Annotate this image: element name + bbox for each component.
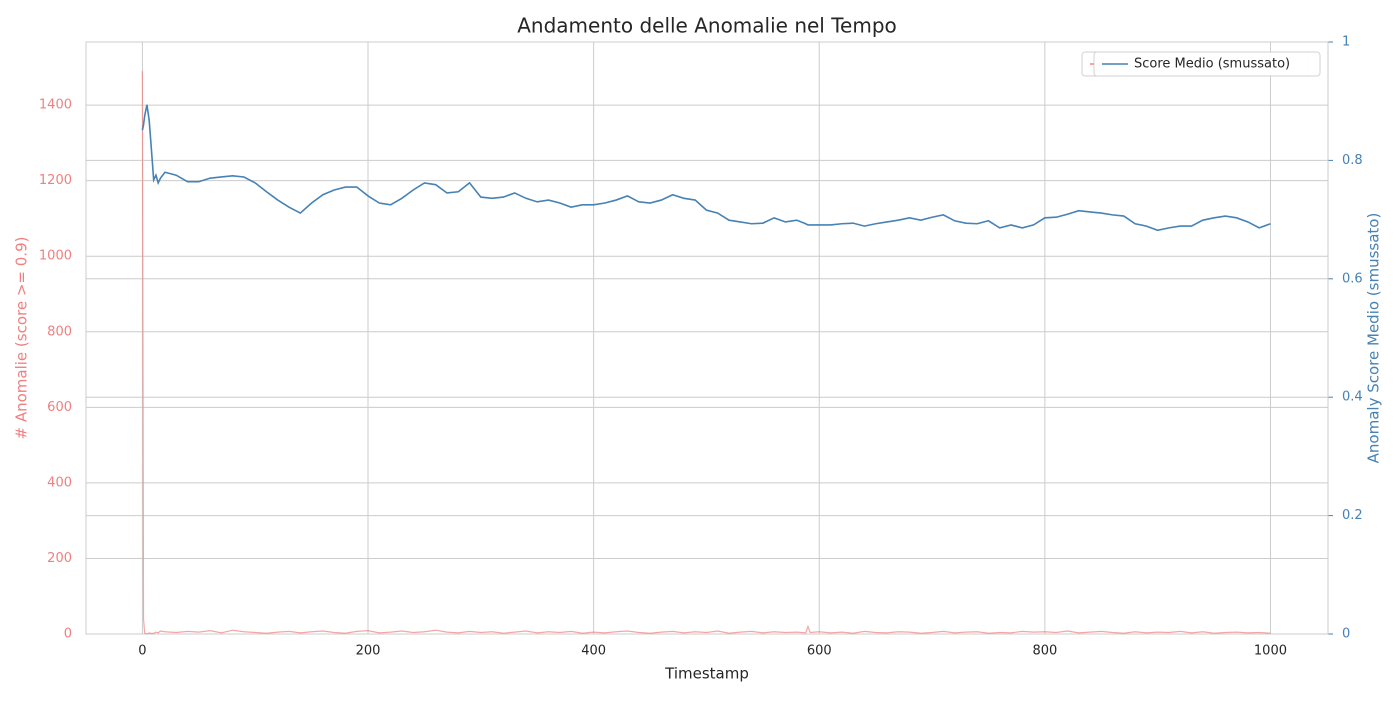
y2-tick-label: 0.8 [1342, 153, 1363, 168]
x-tick-label: 800 [1032, 644, 1057, 659]
y-axis-label: # Anomalie (score >= 0.9) [13, 237, 31, 440]
y2-axis-label: Anomaly Score Medio (smussato) [1365, 213, 1383, 464]
y-tick-label: 1000 [39, 249, 72, 264]
y2-tick-label: 0.6 [1342, 271, 1363, 286]
series-line [141, 104, 1271, 232]
legend-box [1093, 51, 1321, 77]
legend-label: Score Medio (smussato) [1134, 57, 1290, 72]
y2-tick-label: 0.4 [1342, 390, 1363, 405]
x-axis-label: Timestamp [664, 665, 749, 683]
y2-tick-label: 1 [1342, 35, 1350, 50]
x-tick-label: 0 [138, 644, 146, 659]
y-tick-label: 1200 [39, 173, 72, 188]
x-tick-label: 200 [356, 644, 381, 659]
x-tick-label: 400 [581, 644, 606, 659]
y-tick-label: 800 [47, 324, 72, 339]
y2-tick-label: 0.2 [1342, 508, 1363, 523]
chart-title: Andamento delle Anomalie nel Tempo [517, 14, 897, 38]
series-line [141, 71, 1271, 635]
y-tick-label: 0 [64, 627, 72, 642]
x-tick-label: 1000 [1254, 644, 1287, 659]
y2-tick-label: 0 [1342, 627, 1350, 642]
y-tick-label: 600 [47, 400, 72, 415]
y-tick-label: 1400 [39, 98, 72, 113]
y-tick-label: 400 [47, 475, 72, 490]
y-tick-label: 200 [47, 551, 72, 566]
plot-frame [85, 41, 1329, 635]
x-tick-label: 600 [807, 644, 832, 659]
